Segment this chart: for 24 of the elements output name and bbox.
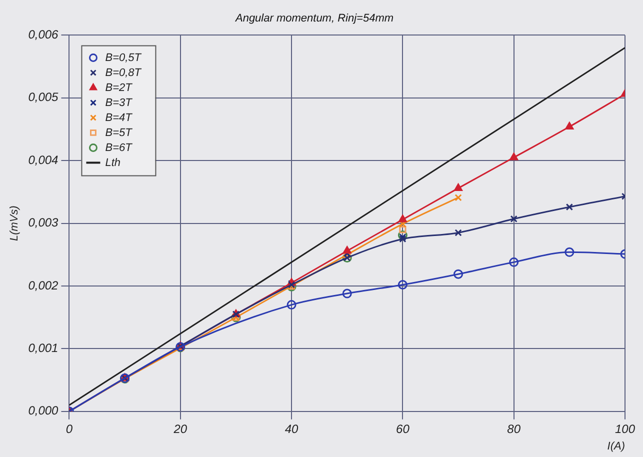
y-tick-label: 0,002 (28, 278, 59, 292)
x-tick-label: 60 (396, 422, 410, 436)
y-tick-label: 0,003 (28, 216, 59, 230)
legend-label: B=3T (105, 96, 134, 109)
legend-label: B=4T (105, 112, 134, 124)
x-tick-label: 0 (66, 422, 73, 436)
y-tick-label: 0,004 (28, 152, 59, 167)
legend-label: B=5T (105, 126, 134, 139)
x-tick-label: 80 (507, 422, 521, 436)
x-tick-label: 20 (172, 422, 188, 436)
legend-label: B=6T (105, 142, 134, 154)
legend-label: B=0,8T (105, 66, 142, 79)
y-axis-title: L(mVs) (8, 205, 21, 242)
y-tick-label: 0,001 (28, 341, 58, 356)
y-tick-label: 0,005 (28, 90, 59, 104)
x-tick-label: 40 (284, 422, 299, 436)
x-axis-title: I(A) (607, 440, 626, 452)
y-tick-label: 0,006 (28, 28, 59, 42)
legend-label: Lth (105, 156, 121, 169)
legend-label: B=0,5T (105, 52, 142, 64)
x-tick-label: 100 (614, 422, 636, 436)
y-tick-label: 0,000 (28, 404, 59, 418)
chart-title: Angular momentum, Rinj=54mm (234, 12, 394, 25)
legend-label: B=2T (105, 82, 134, 94)
